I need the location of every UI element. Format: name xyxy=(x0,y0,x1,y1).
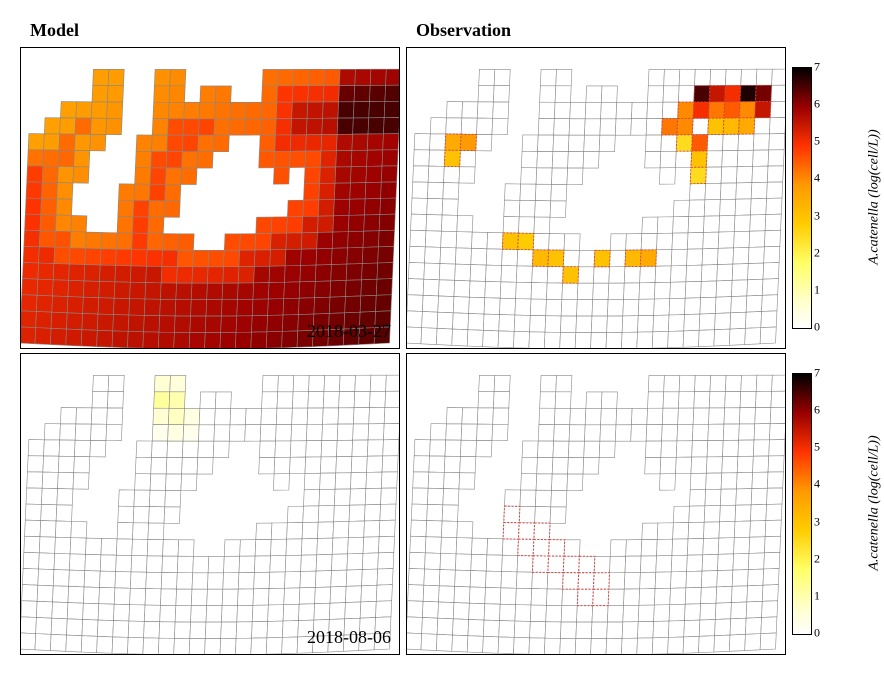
date-label-2: 2018-08-06 xyxy=(307,627,391,648)
panel-obs-1 xyxy=(406,47,786,349)
panel-obs-2 xyxy=(406,353,786,655)
title-model: Model xyxy=(20,20,400,41)
title-observation: Observation xyxy=(406,20,786,41)
colorbar-label-1: A.catenella (log(cell/L)) xyxy=(866,129,882,264)
panel-model-2: 2018-08-06 xyxy=(20,353,400,655)
figure-grid: Model Observation 2018-03-27 01234567 A.… xyxy=(20,20,864,653)
panel-model-1: 2018-03-27 xyxy=(20,47,400,349)
date-label-1: 2018-03-27 xyxy=(307,321,391,342)
colorbar-2: 01234567 A.catenella (log(cell/L)) xyxy=(792,353,852,653)
colorbar-label-2: A.catenella (log(cell/L)) xyxy=(866,435,882,570)
colorbar-1: 01234567 A.catenella (log(cell/L)) xyxy=(792,47,852,347)
